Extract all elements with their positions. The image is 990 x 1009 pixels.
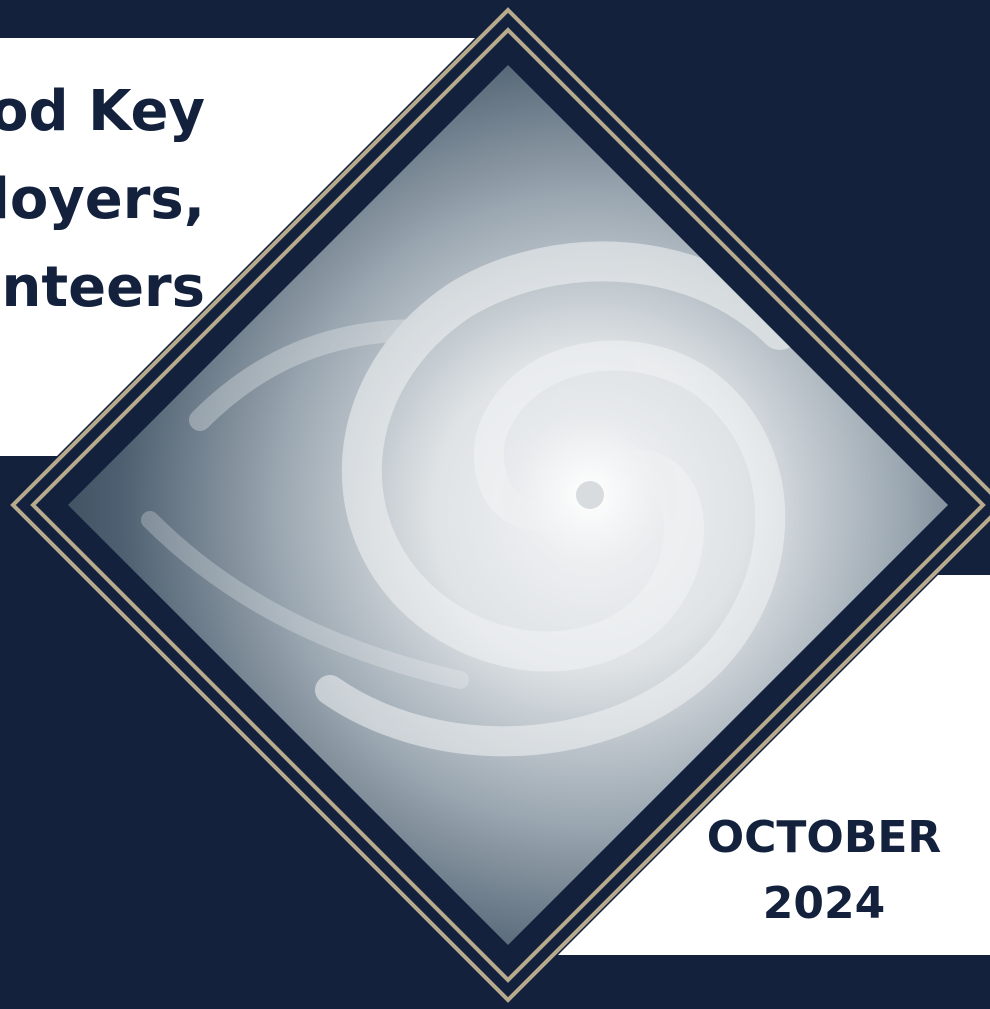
title-line: od Key — [0, 79, 205, 144]
date-year: 2024 — [763, 878, 885, 929]
title-line: loyers, — [0, 167, 205, 232]
frame-line — [10, 7, 990, 1003]
date-month: OCTOBER — [707, 812, 942, 863]
title-line: nteers — [1, 255, 205, 320]
frame-line — [30, 27, 986, 983]
